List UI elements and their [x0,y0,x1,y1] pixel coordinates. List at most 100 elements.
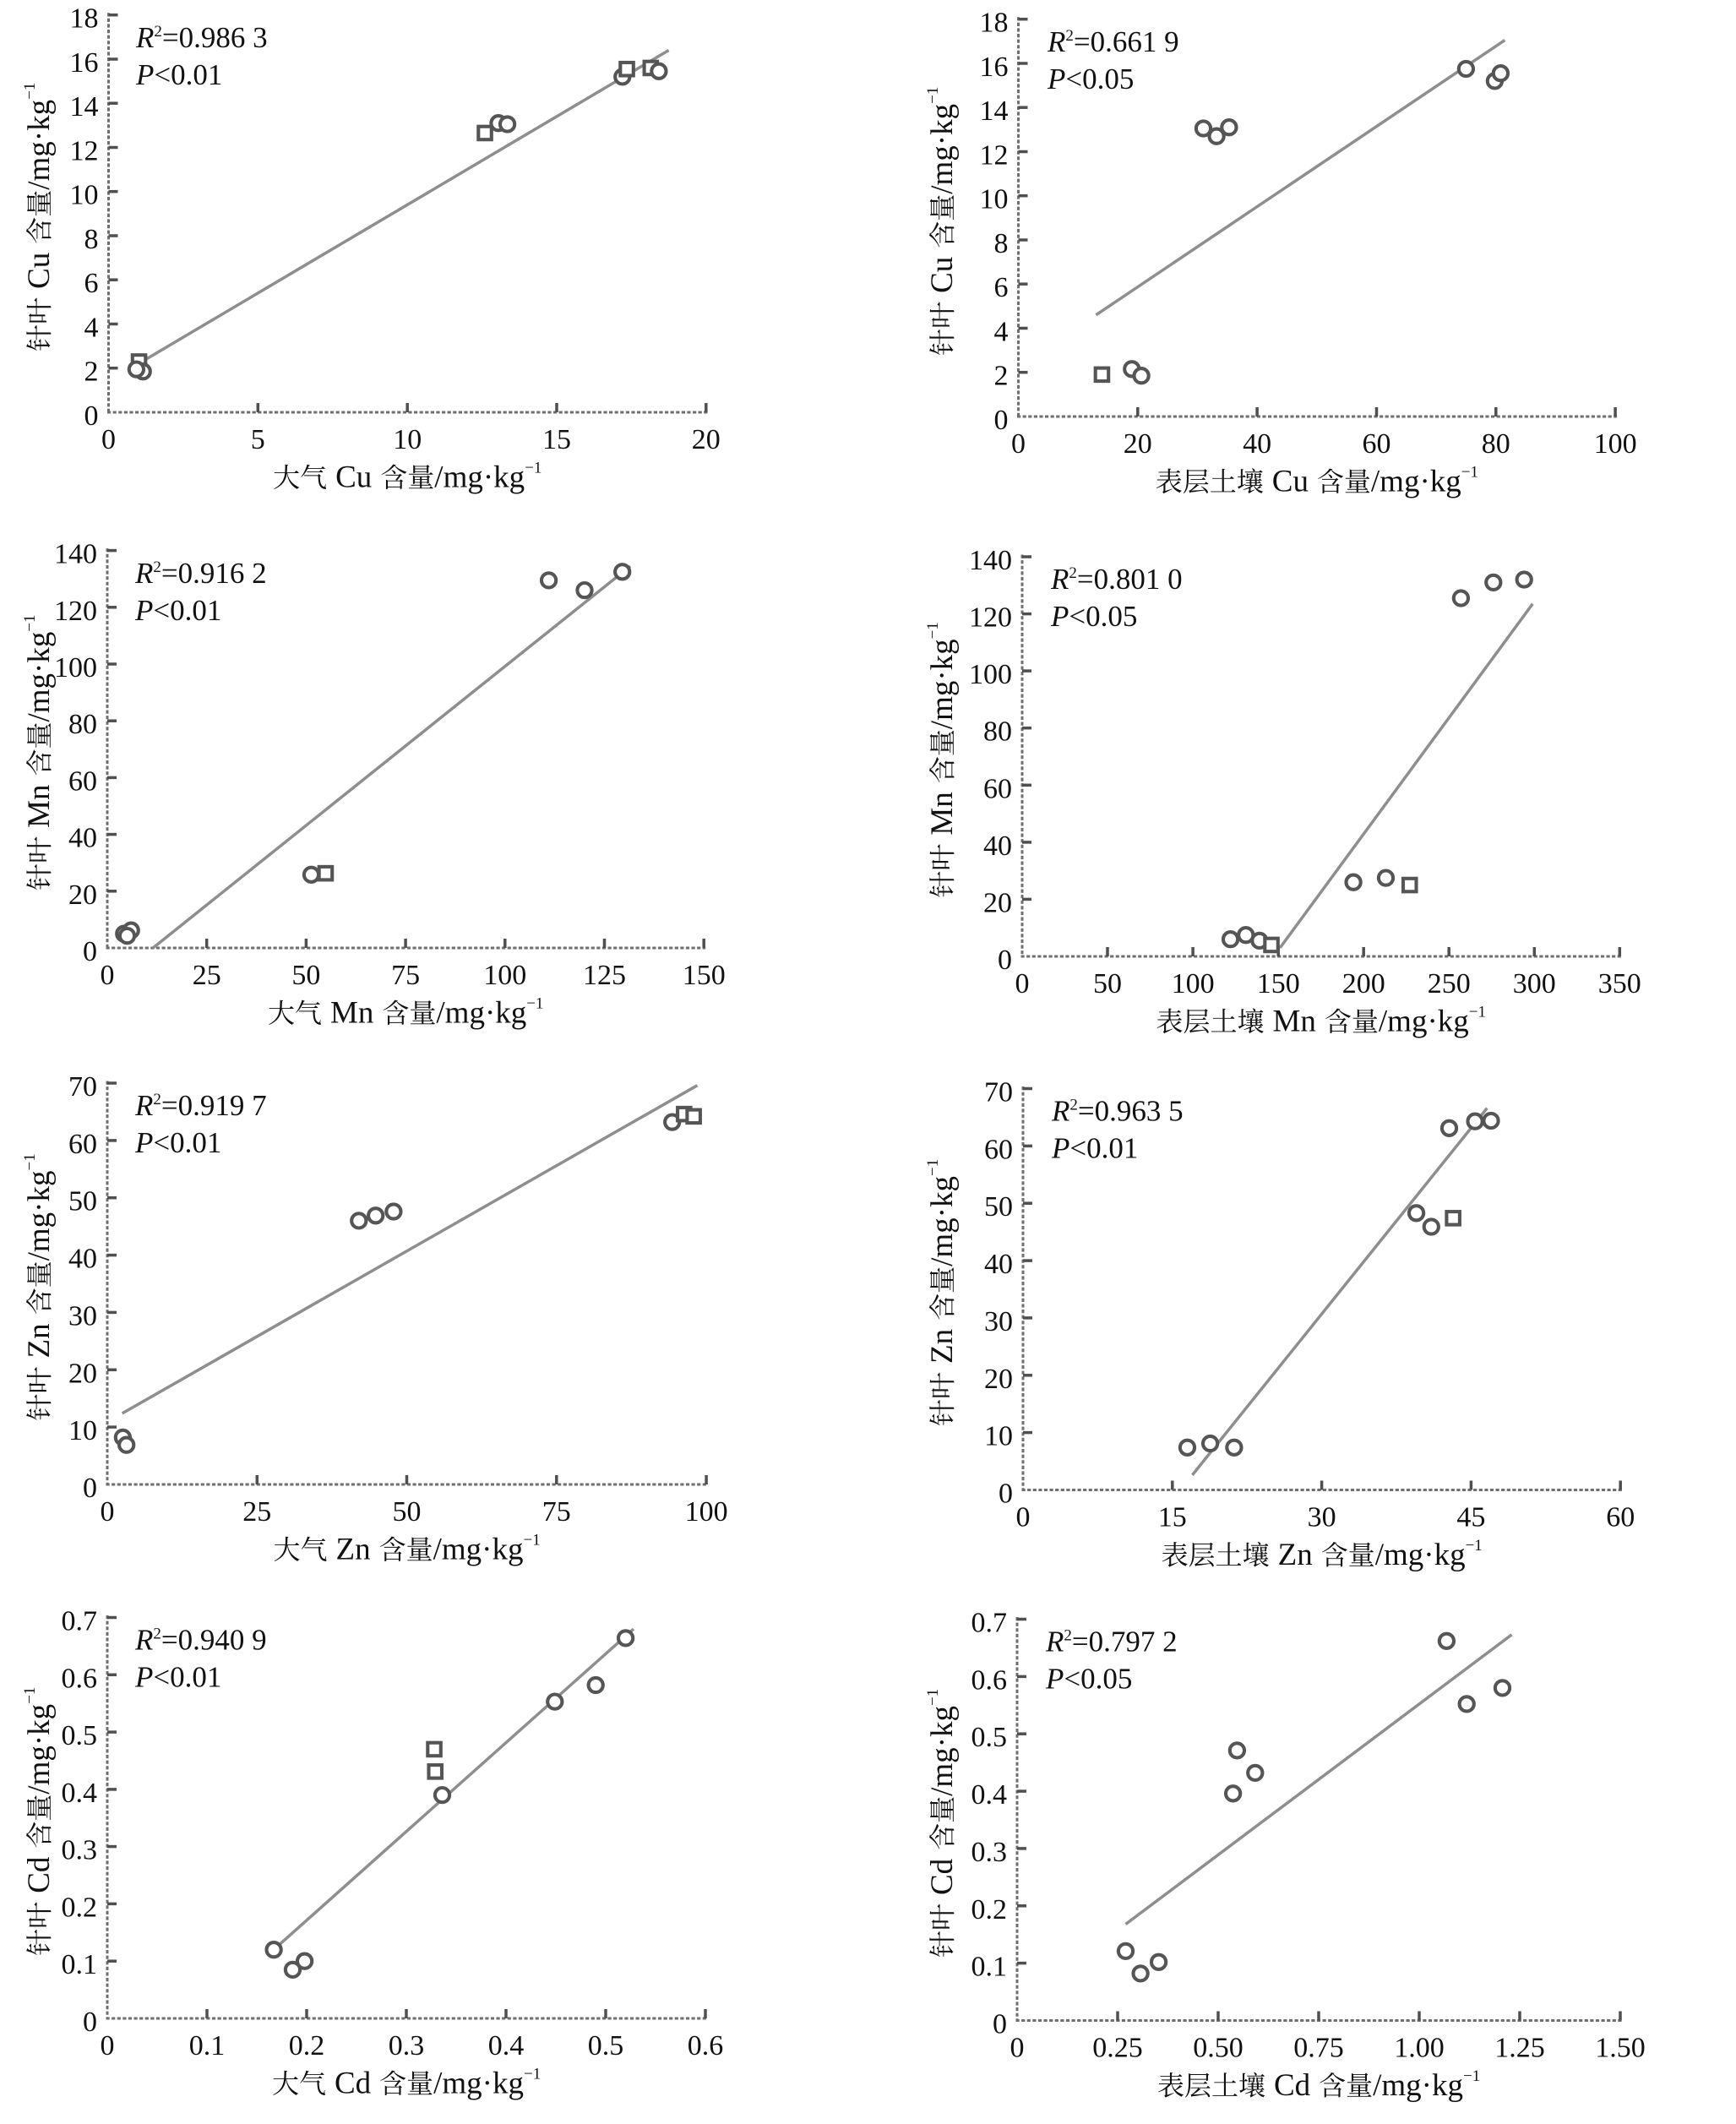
svg-text:0.2: 0.2 [62,1892,98,1923]
svg-text:/mg·kg: /mg·kg [22,1704,57,1795]
svg-text:120: 120 [54,596,97,627]
svg-text:R2=0.661 9: R2=0.661 9 [1047,25,1179,58]
svg-text:0: 0 [84,400,99,432]
svg-text:50: 50 [984,1191,1013,1223]
svg-text:/mg·kg: /mg·kg [925,1706,960,1796]
svg-text:60: 60 [68,765,97,797]
svg-text:40: 40 [68,823,97,854]
svg-text:0.4: 0.4 [488,2030,525,2061]
svg-text:75: 75 [542,1496,571,1528]
svg-text:30: 30 [68,1300,97,1332]
svg-text:/mg·kg: /mg·kg [1371,465,1461,499]
svg-text:0.1: 0.1 [62,1949,98,1980]
svg-text:Zn: Zn [22,1323,57,1358]
svg-text:Mn: Mn [1273,1005,1316,1039]
svg-text:0.3: 0.3 [62,1835,98,1866]
svg-text:−1: −1 [924,622,942,639]
svg-text:P<0.05: P<0.05 [1050,600,1137,633]
svg-text:60: 60 [1606,1502,1635,1533]
svg-text:300: 300 [1513,968,1556,999]
svg-text:Cd: Cd [925,1858,960,1895]
svg-text:/mg·kg: /mg·kg [925,104,960,194]
svg-text:120: 120 [969,602,1012,634]
svg-text:Mn: Mn [925,792,960,835]
svg-text:R2=0.916 2: R2=0.916 2 [134,557,267,590]
svg-text:16: 16 [70,47,99,79]
svg-text:0: 0 [993,2009,1007,2040]
svg-text:/mg·kg: /mg·kg [925,1176,960,1266]
svg-text:8: 8 [994,228,1009,259]
svg-text:6: 6 [84,268,99,299]
svg-text:50: 50 [68,1186,97,1217]
svg-text:−1: −1 [924,1159,942,1176]
svg-text:10: 10 [980,184,1009,215]
svg-text:Zn: Zn [1278,1538,1313,1572]
svg-text:0: 0 [999,1479,1013,1510]
svg-text:−1: −1 [1461,464,1478,482]
svg-text:0.25: 0.25 [1092,2033,1143,2064]
svg-text:140: 140 [969,545,1012,576]
svg-text:/mg·kg: /mg·kg [434,460,525,495]
svg-text:1.25: 1.25 [1494,2033,1545,2064]
svg-text:−1: −1 [526,995,543,1013]
svg-text:0.3: 0.3 [389,2030,425,2061]
svg-text:8: 8 [84,224,99,255]
svg-text:50: 50 [393,1496,422,1528]
svg-text:20: 20 [1124,428,1152,460]
svg-text:P<0.05: P<0.05 [1047,63,1134,95]
svg-text:20: 20 [984,1364,1013,1395]
svg-text:/mg·kg: /mg·kg [1375,1538,1466,1572]
svg-text:/mg·kg: /mg·kg [925,639,960,729]
svg-text:100: 100 [1172,968,1215,999]
svg-text:75: 75 [391,960,420,991]
svg-text:−1: −1 [21,83,39,100]
svg-text:Cu: Cu [22,253,57,289]
svg-text:80: 80 [983,716,1012,748]
svg-text:100: 100 [1594,428,1637,460]
svg-text:150: 150 [1257,968,1300,999]
svg-text:2: 2 [84,357,99,388]
svg-text:−1: −1 [21,1153,39,1170]
svg-text:0: 0 [83,2007,97,2038]
svg-text:10: 10 [393,424,422,455]
svg-text:70: 70 [68,1071,97,1103]
svg-text:40: 40 [983,831,1012,862]
svg-text:18: 18 [980,8,1009,39]
svg-text:25: 25 [242,1496,271,1528]
svg-text:/mg·kg: /mg·kg [1379,1005,1469,1039]
svg-text:/mg·kg: /mg·kg [433,2067,524,2101]
svg-text:50: 50 [1093,968,1122,999]
svg-text:0.3: 0.3 [971,1837,1008,1868]
svg-text:15: 15 [542,424,571,455]
svg-text:5: 5 [251,424,265,455]
svg-text:0.1: 0.1 [971,1952,1008,1983]
svg-text:0: 0 [994,405,1009,436]
svg-text:100: 100 [54,652,97,683]
svg-text:−1: −1 [1463,2067,1480,2085]
svg-text:Zn: Zn [925,1329,960,1364]
svg-text:−1: −1 [524,1532,541,1549]
svg-text:Cd: Cd [1274,2068,1311,2103]
svg-text:45: 45 [1456,1502,1485,1533]
svg-text:0: 0 [1015,968,1030,999]
svg-text:Mn: Mn [22,784,57,827]
svg-text:14: 14 [70,91,99,123]
svg-text:80: 80 [68,709,97,740]
svg-text:0.4: 0.4 [971,1779,1008,1811]
svg-text:10: 10 [70,180,99,211]
svg-text:200: 200 [1342,968,1385,999]
svg-text:0.1: 0.1 [189,2030,226,2061]
svg-text:0.4: 0.4 [62,1778,98,1809]
svg-text:0: 0 [83,1473,97,1504]
svg-text:P<0.01: P<0.01 [134,1661,221,1694]
svg-text:4: 4 [994,317,1009,348]
svg-text:0.50: 0.50 [1193,2033,1243,2064]
svg-text:30: 30 [1308,1502,1336,1533]
svg-text:0.5: 0.5 [588,2030,624,2061]
svg-text:−1: −1 [21,614,39,631]
svg-text:R2=0.801 0: R2=0.801 0 [1050,563,1183,596]
svg-text:Cu: Cu [1272,465,1309,499]
svg-text:20: 20 [68,880,97,911]
svg-text:0.6: 0.6 [688,2030,724,2061]
svg-text:R2=0.986 3: R2=0.986 3 [135,21,268,54]
